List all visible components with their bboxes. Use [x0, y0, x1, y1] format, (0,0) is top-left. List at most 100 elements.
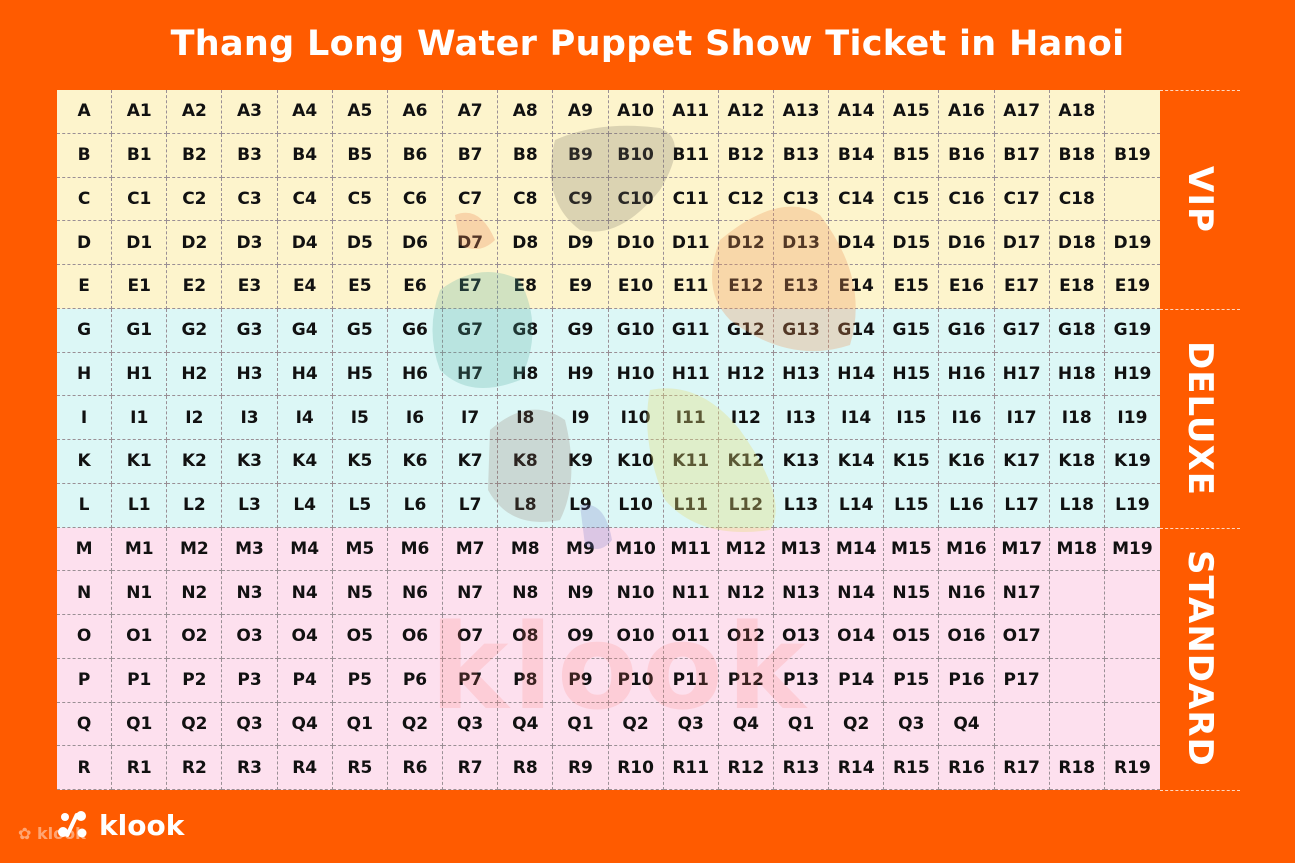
seat[interactable]: N15 [884, 571, 940, 615]
seat[interactable]: K2 [167, 440, 223, 484]
seat[interactable]: D12 [718, 221, 774, 265]
seat[interactable]: R19 [1104, 746, 1160, 790]
seat[interactable]: H6 [387, 352, 444, 397]
seat[interactable]: B6 [387, 133, 444, 178]
seat[interactable]: R14 [829, 746, 885, 790]
seat[interactable]: O11 [663, 615, 719, 659]
seat[interactable]: R4 [277, 746, 333, 790]
seat[interactable]: Q3 [663, 702, 719, 747]
seat[interactable]: M11 [663, 527, 719, 572]
seat[interactable]: Q2 [167, 702, 223, 747]
seat[interactable]: B3 [222, 133, 278, 178]
seat[interactable]: N17 [994, 571, 1050, 615]
seat[interactable]: K8 [498, 440, 554, 484]
seat[interactable]: P10 [608, 658, 664, 703]
seat[interactable]: H5 [332, 352, 388, 397]
seat[interactable]: E11 [663, 265, 719, 309]
seat[interactable]: Q4 [498, 702, 554, 747]
seat[interactable]: O6 [387, 615, 444, 659]
seat[interactable]: N12 [718, 571, 774, 615]
seat[interactable]: K19 [1104, 440, 1160, 484]
seat[interactable]: G4 [277, 308, 333, 353]
seat[interactable]: E12 [718, 265, 774, 309]
seat[interactable]: R13 [773, 746, 830, 790]
seat[interactable]: B4 [277, 133, 333, 178]
seat[interactable]: I19 [1104, 396, 1160, 440]
seat[interactable]: G15 [884, 308, 940, 353]
seat[interactable]: I18 [1049, 396, 1105, 440]
seat[interactable]: E18 [1049, 265, 1105, 309]
seat[interactable]: P7 [443, 658, 499, 703]
seat[interactable]: H10 [608, 352, 664, 397]
seat[interactable]: O14 [829, 615, 885, 659]
seat[interactable]: K13 [773, 440, 830, 484]
seat[interactable]: I2 [167, 396, 223, 440]
seat[interactable]: L10 [608, 483, 664, 528]
seat[interactable]: K14 [829, 440, 885, 484]
seat[interactable]: I13 [773, 396, 830, 440]
seat[interactable]: H13 [773, 352, 830, 397]
seat[interactable]: O3 [222, 615, 278, 659]
seat[interactable]: M1 [112, 527, 168, 572]
seat[interactable]: A13 [773, 90, 830, 134]
seat[interactable]: E3 [222, 265, 278, 309]
seat[interactable]: A2 [167, 90, 223, 134]
seat[interactable]: Q4 [718, 702, 774, 747]
seat[interactable]: M12 [718, 527, 774, 572]
seat[interactable]: C4 [277, 177, 333, 222]
seat[interactable]: H18 [1049, 352, 1105, 397]
seat[interactable]: A16 [939, 90, 995, 134]
seat[interactable]: H9 [553, 352, 609, 397]
seat[interactable]: R17 [994, 746, 1050, 790]
seat[interactable]: C11 [663, 177, 719, 222]
seat[interactable]: R9 [553, 746, 609, 790]
seat[interactable]: L4 [277, 483, 333, 528]
seat[interactable]: H3 [222, 352, 278, 397]
seat[interactable]: A18 [1049, 90, 1105, 134]
seat[interactable]: K16 [939, 440, 995, 484]
seat[interactable]: B15 [884, 133, 940, 178]
seat[interactable]: K9 [553, 440, 609, 484]
seat[interactable]: G17 [994, 308, 1050, 353]
seat[interactable]: G3 [222, 308, 278, 353]
seat[interactable]: M10 [608, 527, 664, 572]
seat[interactable]: A10 [608, 90, 664, 134]
seat[interactable]: Q4 [939, 702, 995, 747]
seat[interactable]: E19 [1104, 265, 1160, 309]
seat[interactable]: O13 [773, 615, 830, 659]
seat[interactable]: Q3 [884, 702, 940, 747]
seat[interactable]: N14 [829, 571, 885, 615]
seat[interactable]: L14 [829, 483, 885, 528]
seat[interactable]: K12 [718, 440, 774, 484]
seat[interactable]: I7 [443, 396, 499, 440]
seat[interactable]: M15 [884, 527, 940, 572]
seat[interactable]: A4 [277, 90, 333, 134]
seat[interactable]: N10 [608, 571, 664, 615]
seat[interactable]: G10 [608, 308, 664, 353]
seat[interactable]: B1 [112, 133, 168, 178]
seat[interactable]: I17 [994, 396, 1050, 440]
seat[interactable]: M8 [498, 527, 554, 572]
seat[interactable]: G18 [1049, 308, 1105, 353]
seat[interactable]: B2 [167, 133, 223, 178]
seat[interactable]: P1 [112, 658, 168, 703]
seat[interactable]: C8 [498, 177, 554, 222]
seat[interactable]: D18 [1049, 221, 1105, 265]
seat[interactable]: L17 [994, 483, 1050, 528]
seat[interactable]: O1 [112, 615, 168, 659]
seat[interactable]: Q1 [553, 702, 609, 747]
seat[interactable]: Q2 [829, 702, 885, 747]
seat[interactable]: D5 [332, 221, 388, 265]
seat[interactable]: L5 [332, 483, 388, 528]
seat[interactable]: H1 [112, 352, 168, 397]
seat[interactable]: Q3 [443, 702, 499, 747]
seat[interactable]: G16 [939, 308, 995, 353]
seat[interactable]: D15 [884, 221, 940, 265]
seat[interactable]: M14 [829, 527, 885, 572]
seat[interactable]: D1 [112, 221, 168, 265]
seat[interactable]: D13 [773, 221, 830, 265]
seat[interactable]: B16 [939, 133, 995, 178]
seat[interactable]: I16 [939, 396, 995, 440]
seat[interactable]: L8 [498, 483, 554, 528]
seat[interactable]: O16 [939, 615, 995, 659]
